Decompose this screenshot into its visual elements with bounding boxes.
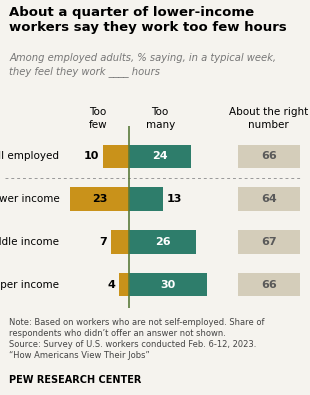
Text: respondents who didn’t offer an answer not shown.: respondents who didn’t offer an answer n… bbox=[9, 329, 226, 338]
Text: 23: 23 bbox=[92, 194, 107, 204]
Bar bbox=[103, 145, 129, 168]
Text: 67: 67 bbox=[261, 237, 277, 247]
Text: Source: Survey of U.S. workers conducted Feb. 6-12, 2023.: Source: Survey of U.S. workers conducted… bbox=[9, 340, 257, 349]
Text: 24: 24 bbox=[152, 151, 168, 161]
Text: About the right
number: About the right number bbox=[229, 107, 308, 130]
Text: Too
few: Too few bbox=[89, 107, 108, 130]
Bar bbox=[129, 230, 196, 254]
Text: 26: 26 bbox=[155, 237, 170, 247]
Text: 13: 13 bbox=[167, 194, 182, 204]
FancyBboxPatch shape bbox=[238, 230, 300, 254]
Bar bbox=[129, 187, 163, 211]
Text: 66: 66 bbox=[261, 151, 277, 161]
FancyBboxPatch shape bbox=[238, 273, 300, 296]
Bar bbox=[119, 273, 129, 296]
Text: 7: 7 bbox=[100, 237, 107, 247]
Text: Upper income: Upper income bbox=[0, 280, 60, 290]
Bar bbox=[70, 187, 129, 211]
Text: PEW RESEARCH CENTER: PEW RESEARCH CENTER bbox=[9, 375, 142, 385]
Text: Too
many: Too many bbox=[145, 107, 175, 130]
Text: Among employed adults, % saying, in a typical week,
they feel they work ____ hou: Among employed adults, % saying, in a ty… bbox=[9, 53, 276, 77]
Text: Note: Based on workers who are not self-employed. Share of: Note: Based on workers who are not self-… bbox=[9, 318, 265, 327]
Bar bbox=[111, 230, 129, 254]
Text: 30: 30 bbox=[160, 280, 175, 290]
Text: 64: 64 bbox=[261, 194, 277, 204]
Text: 10: 10 bbox=[84, 151, 100, 161]
Text: All employed: All employed bbox=[0, 151, 60, 161]
FancyBboxPatch shape bbox=[238, 187, 300, 211]
Text: Lower income: Lower income bbox=[0, 194, 60, 204]
Text: Middle income: Middle income bbox=[0, 237, 60, 247]
Text: 66: 66 bbox=[261, 280, 277, 290]
Bar bbox=[129, 273, 207, 296]
Text: About a quarter of lower-income
workers say they work too few hours: About a quarter of lower-income workers … bbox=[9, 6, 287, 34]
Text: 4: 4 bbox=[107, 280, 115, 290]
Bar bbox=[129, 145, 191, 168]
FancyBboxPatch shape bbox=[238, 145, 300, 168]
Text: “How Americans View Their Jobs”: “How Americans View Their Jobs” bbox=[9, 351, 150, 360]
